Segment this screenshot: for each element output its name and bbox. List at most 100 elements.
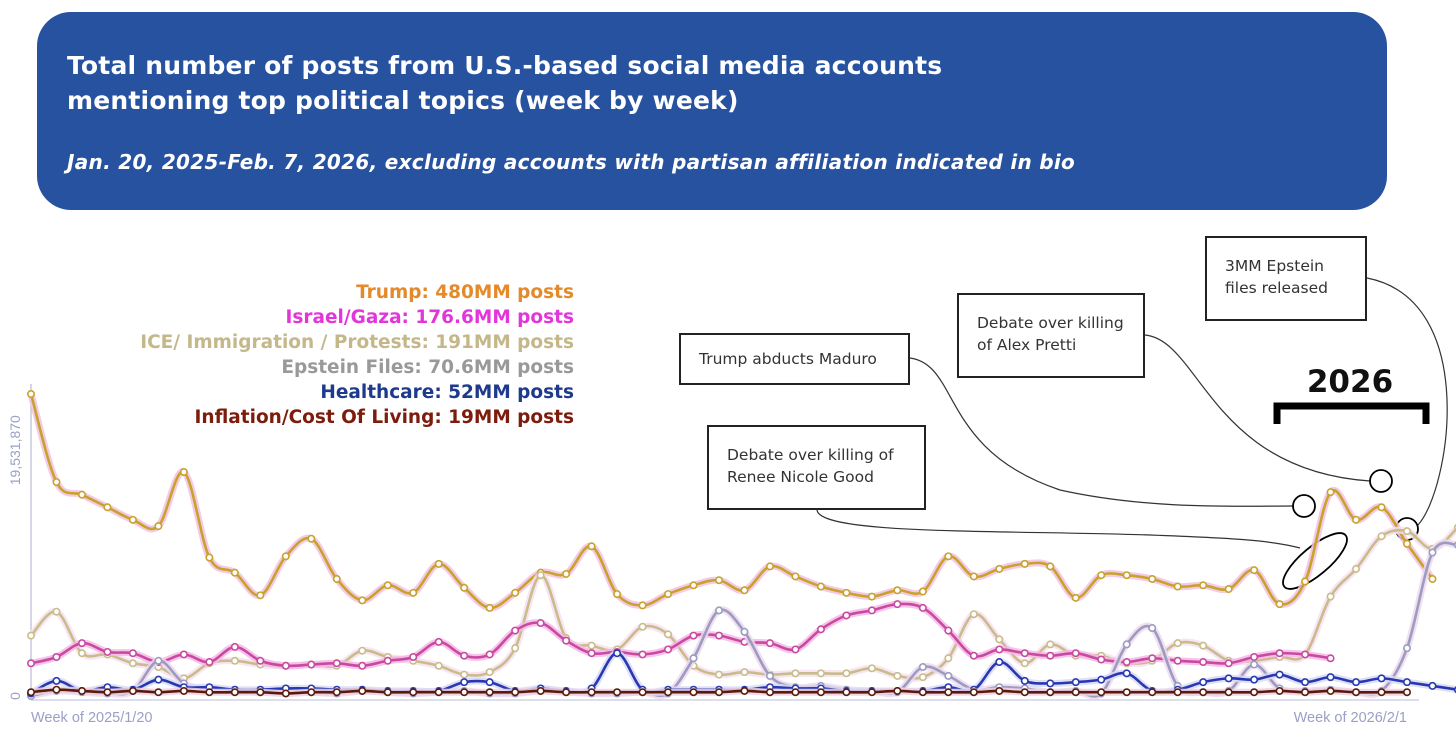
data-point (1046, 688, 1055, 697)
data-point (714, 606, 723, 615)
data-point (179, 468, 188, 477)
data-point (1352, 678, 1361, 687)
data-point (613, 688, 622, 697)
data-point (740, 668, 749, 677)
data-point (1352, 688, 1361, 697)
data-point (1122, 658, 1131, 667)
data-point (128, 659, 137, 668)
data-point (791, 669, 800, 678)
data-point (409, 588, 418, 597)
data-point (995, 686, 1004, 695)
data-point (791, 572, 800, 581)
data-point (1301, 688, 1310, 697)
data-point (460, 670, 469, 679)
data-point (765, 688, 774, 697)
data-point (1301, 577, 1310, 586)
data-point (638, 650, 647, 659)
data-point (434, 661, 443, 670)
data-point (128, 649, 137, 658)
highlight-circle-pretti (1369, 469, 1393, 493)
data-point (1275, 686, 1284, 695)
data-point (918, 688, 927, 697)
highlight-circle-maduro (1292, 494, 1316, 518)
data-point (1428, 574, 1437, 583)
data-point (995, 658, 1004, 667)
series-trump (26, 389, 1437, 612)
data-point (409, 652, 418, 661)
data-point (1020, 688, 1029, 697)
data-point (1148, 574, 1157, 583)
data-point (816, 625, 825, 634)
data-point (485, 668, 494, 677)
data-point (358, 686, 367, 695)
data-point (1046, 651, 1055, 660)
data-point (511, 688, 520, 697)
data-point (154, 656, 163, 665)
data-point (1403, 644, 1412, 653)
data-point (1122, 640, 1131, 649)
legend-item-israel-gaza: Israel/Gaza: 176.6MM posts (285, 307, 574, 328)
data-point (230, 568, 239, 577)
data-point (1173, 582, 1182, 591)
data-point (1352, 564, 1361, 573)
data-point (77, 639, 86, 648)
data-point (1046, 679, 1055, 688)
data-point (230, 688, 239, 697)
data-point (103, 647, 112, 656)
data-point (1148, 624, 1157, 633)
data-point (460, 678, 469, 687)
data-point (842, 588, 851, 597)
data-point (587, 542, 596, 551)
data-point (52, 685, 61, 694)
data-point (714, 688, 723, 697)
data-point (485, 688, 494, 697)
data-point (638, 622, 647, 631)
leader-line-pretti (1144, 334, 1371, 482)
data-point (1097, 675, 1106, 684)
data-point (918, 663, 927, 672)
data-point (1224, 688, 1233, 697)
data-point (842, 688, 851, 697)
annotation-renee: Debate over killing of Renee Nicole Good (707, 425, 926, 510)
data-point (1020, 659, 1029, 668)
data-point (816, 688, 825, 697)
data-point (26, 688, 35, 697)
data-point (256, 656, 265, 665)
data-point (1071, 649, 1080, 658)
data-point (1301, 650, 1310, 659)
data-point (205, 688, 214, 697)
data-point (460, 688, 469, 697)
data-point (765, 639, 774, 648)
data-point (867, 606, 876, 615)
data-point (918, 673, 927, 682)
data-point (1020, 676, 1029, 685)
data-point (52, 478, 61, 487)
data-point (409, 688, 418, 697)
data-point (205, 553, 214, 562)
data-point (281, 552, 290, 561)
data-point (765, 562, 774, 571)
data-point (689, 654, 698, 663)
data-point (1326, 686, 1335, 695)
year-label-2026: 2026 (1306, 364, 1394, 400)
data-point (1250, 688, 1259, 697)
data-point (1122, 571, 1131, 580)
data-point (1122, 688, 1131, 697)
data-point (587, 649, 596, 658)
data-point (460, 651, 469, 660)
annotation-pretti: Debate over killing of Alex Pretti (957, 293, 1145, 378)
data-point (179, 686, 188, 695)
data-point (332, 659, 341, 668)
data-point (536, 571, 545, 580)
data-point (1403, 678, 1412, 687)
data-point (587, 688, 596, 697)
data-point (1148, 654, 1157, 663)
data-point (664, 590, 673, 599)
data-point (1250, 652, 1259, 661)
data-point (1377, 688, 1386, 697)
data-point (1173, 656, 1182, 665)
legend: Trump: 480MM posts Israel/Gaza: 176.6MM … (140, 280, 574, 430)
data-point (689, 581, 698, 590)
data-point (1224, 585, 1233, 594)
data-point (1122, 669, 1131, 678)
